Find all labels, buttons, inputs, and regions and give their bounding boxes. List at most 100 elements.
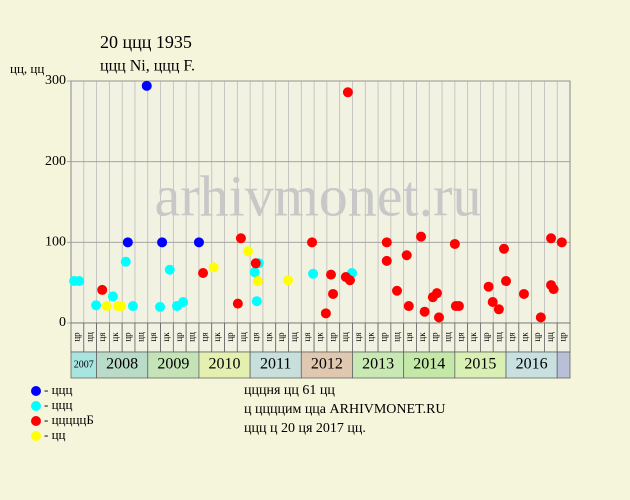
column-label: ця — [148, 333, 158, 342]
point — [141, 80, 152, 91]
year-label: 2013 — [362, 356, 394, 373]
point — [556, 237, 567, 248]
point — [97, 284, 108, 295]
year-cell — [96, 351, 149, 379]
point — [483, 281, 494, 292]
year-cell — [300, 351, 353, 379]
year-cell — [352, 351, 405, 379]
note: ццц ц 20 ця 2017 цц. — [244, 421, 366, 436]
column-label: ця — [353, 333, 363, 342]
legend-label: - цц — [44, 427, 66, 442]
watermark: arhivmonet.ru — [155, 163, 482, 228]
point — [320, 308, 331, 319]
point — [250, 258, 261, 269]
column-label: цр — [276, 332, 286, 342]
point — [344, 275, 355, 286]
year-label: 2011 — [260, 356, 291, 373]
point — [392, 285, 403, 296]
column-label: цк — [110, 332, 120, 342]
column-label: ця — [199, 333, 209, 342]
column-label: ця — [302, 333, 312, 342]
point — [74, 276, 85, 287]
legend-label: - цццццБ — [44, 412, 94, 427]
column-label: цц — [545, 332, 555, 342]
column-label: цр — [481, 332, 491, 342]
y-tick-label: 0 — [59, 315, 66, 330]
column-label: цр — [558, 332, 568, 342]
legend-marker — [31, 386, 41, 396]
point — [120, 256, 131, 267]
point — [157, 237, 168, 248]
point — [546, 233, 557, 244]
point — [449, 238, 460, 249]
year-label: 2015 — [464, 356, 496, 373]
column-label: ця — [506, 333, 516, 342]
point — [252, 276, 263, 287]
point — [548, 284, 559, 295]
point — [116, 301, 127, 312]
column-label: цк — [315, 332, 325, 342]
point — [164, 264, 175, 275]
column-label: ця — [97, 333, 107, 342]
year-cell — [198, 351, 251, 379]
point — [498, 243, 509, 254]
year-cell — [505, 351, 558, 379]
point — [232, 298, 243, 309]
legend-marker — [31, 401, 41, 411]
point — [381, 237, 392, 248]
point — [501, 276, 512, 287]
point — [91, 300, 102, 311]
column-label: цк — [468, 332, 478, 342]
legend-label: - ццц — [44, 382, 72, 397]
point — [419, 306, 430, 317]
column-label: цр — [327, 332, 337, 342]
note: цццня цц 61 цц — [244, 383, 335, 398]
year-label: 2014 — [413, 356, 445, 373]
point — [249, 267, 260, 278]
column-label: цц — [340, 332, 350, 342]
point — [401, 250, 412, 261]
year-label: 2008 — [106, 356, 138, 373]
point — [127, 301, 138, 312]
column-label: ця — [455, 333, 465, 342]
column-label: цц — [289, 332, 299, 342]
y-tick-label: 100 — [45, 235, 66, 250]
column-label: цц — [443, 332, 453, 342]
year-label: 2016 — [516, 356, 548, 373]
point — [155, 301, 166, 312]
point — [193, 237, 204, 248]
column-label: цк — [417, 332, 427, 342]
point — [308, 268, 319, 279]
column-label: цц — [494, 332, 504, 342]
column-label: цк — [161, 332, 171, 342]
point — [235, 233, 246, 244]
column-label: цц — [391, 332, 401, 342]
column-label: цр — [123, 332, 133, 342]
column-label: цр — [225, 332, 235, 342]
chart-title: 20 ццц 1935 — [100, 32, 192, 52]
year-cell — [403, 351, 456, 379]
column-label: цц — [84, 332, 94, 342]
point — [101, 301, 112, 312]
point — [198, 267, 209, 278]
point — [328, 288, 339, 299]
point — [453, 301, 464, 312]
y-tick-label: 200 — [45, 154, 66, 169]
point — [381, 255, 392, 266]
year-cell — [454, 351, 507, 379]
point — [535, 312, 546, 323]
year-label: 2009 — [157, 356, 189, 373]
column-label: цц — [135, 332, 145, 342]
point — [122, 237, 133, 248]
column-label: цр — [71, 332, 81, 342]
year-label: 2012 — [311, 356, 343, 373]
year-label: 2007 — [74, 359, 94, 370]
column-label: цр — [379, 332, 389, 342]
y-tick-label: 300 — [45, 73, 66, 88]
point — [433, 312, 444, 323]
point — [518, 288, 529, 299]
point — [403, 301, 414, 312]
column-label: цц — [187, 332, 197, 342]
point — [325, 269, 336, 280]
